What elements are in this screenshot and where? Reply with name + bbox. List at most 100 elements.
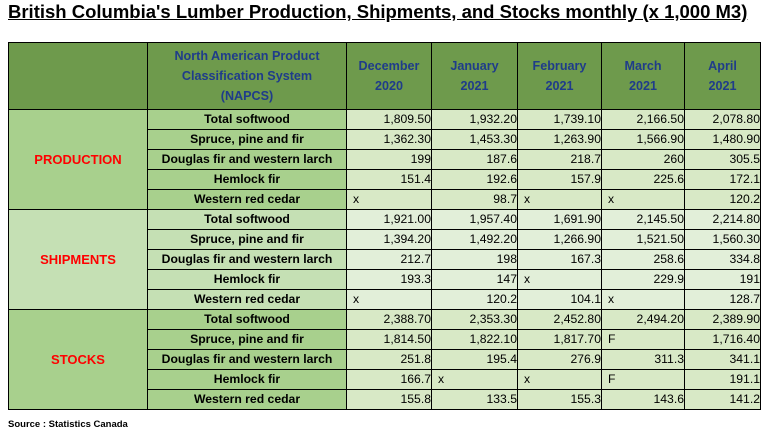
table-cell: 2,145.50 [601,209,685,230]
row-label: Spruce, pine and fir [147,129,347,150]
row-label: Total softwood [147,109,347,130]
table-row: Hemlock fir 166.7 x x F 191.1 [9,369,761,390]
table-cell: 1,560.30 [684,229,761,250]
table-cell: 167.3 [517,249,602,270]
table-cell: 251.8 [346,349,432,370]
table-cell: x [517,189,602,210]
table-cell: x [346,189,432,210]
table-cell: 1,566.90 [601,129,685,150]
table-cell: 2,494.20 [601,309,685,330]
table-cell: 2,388.70 [346,309,432,330]
table-cell: x [601,189,685,210]
table-cell: 1,822.10 [431,329,518,350]
table-cell: 1,492.20 [431,229,518,250]
table-cell: x [431,369,518,390]
table-row: SHIPMENTS Total softwood 1,921.00 1,957.… [8,209,761,310]
table-cell: 2,166.50 [601,109,685,130]
row-label: Spruce, pine and fir [147,229,347,250]
table-cell: F [601,329,685,350]
table-cell: 1,263.90 [517,129,602,150]
table-cell: 1,814.50 [346,329,432,350]
table-cell: x [601,289,685,310]
table-cell: 1,957.40 [431,209,518,230]
header-month: March 2021 [601,42,685,110]
table-row: Hemlock fir 151.4 192.6 157.9 225.6 172.… [9,169,761,190]
table-cell: 128.7 [684,289,761,310]
table-cell: 1,453.30 [431,129,518,150]
table-cell: 147 [431,269,518,290]
table-cell: 260 [601,149,685,170]
table-cell: 1,362.30 [346,129,432,150]
row-label: Spruce, pine and fir [147,329,347,350]
table-cell: 155.3 [517,389,602,410]
row-label: Hemlock fir [147,269,347,290]
row-label: Western red cedar [147,389,347,410]
table-cell: 311.3 [601,349,685,370]
table-row: Spruce, pine and fir 1,362.30 1,453.30 1… [9,129,761,150]
row-label: Western red cedar [147,289,347,310]
table-cell: 1,266.90 [517,229,602,250]
table-cell: 157.9 [517,169,602,190]
table-cell: 276.9 [517,349,602,370]
table-cell: 195.4 [431,349,518,370]
table-row: Spruce, pine and fir 1,394.20 1,492.20 1… [9,229,761,250]
header-month: April 2021 [684,42,761,110]
table-row: Western red cedar x 98.7 x x 120.2 [9,189,761,210]
table-row: Douglas fir and western larch 212.7 198 … [9,249,761,270]
table-cell: 191.1 [684,369,761,390]
table-cell: 1,716.40 [684,329,761,350]
table-row: Douglas fir and western larch 251.8 195.… [9,349,761,370]
source-note: Source : Statistics Canada [8,419,128,430]
section-label: SHIPMENTS [8,209,148,310]
table-cell: 187.6 [431,149,518,170]
table-cell: 1,932.20 [431,109,518,130]
table-cell: 1,691.90 [517,209,602,230]
table-cell: 334.8 [684,249,761,270]
header-month: February 2021 [517,42,602,110]
table-cell: x [346,289,432,310]
table-cell: 1,809.50 [346,109,432,130]
table-cell: 133.5 [431,389,518,410]
table-cell: 151.4 [346,169,432,190]
row-label: Western red cedar [147,189,347,210]
table-cell: 141.2 [684,389,761,410]
table-cell: 2,353.30 [431,309,518,330]
row-label: Douglas fir and western larch [147,349,347,370]
table-row: STOCKS Total softwood 2,388.70 2,353.30 … [8,309,761,410]
table-row: Hemlock fir 193.3 147 x 229.9 191 [9,269,761,290]
table-cell: 199 [346,149,432,170]
table-cell: 341.1 [684,349,761,370]
table-cell: 120.2 [431,289,518,310]
table-cell: 1,817.70 [517,329,602,350]
section-production: PRODUCTION Total softwood 1,809.50 1,932… [8,109,761,210]
row-label: Hemlock fir [147,369,347,390]
table-cell: 104.1 [517,289,602,310]
header-napcs: North American Product Classification Sy… [147,42,347,110]
table-cell: 2,078.80 [684,109,761,130]
lumber-table: North American Product Classification Sy… [8,42,761,410]
table-row: Western red cedar 155.8 133.5 155.3 143.… [9,389,761,410]
table-cell: x [517,269,602,290]
table-row: PRODUCTION Total softwood 1,809.50 1,932… [8,109,761,210]
table-cell: 2,389.90 [684,309,761,330]
table-cell: 1,480.90 [684,129,761,150]
table-row: Spruce, pine and fir 1,814.50 1,822.10 1… [9,329,761,350]
table-cell: 229.9 [601,269,685,290]
table-cell: 143.6 [601,389,685,410]
table-cell: 258.6 [601,249,685,270]
row-label: Hemlock fir [147,169,347,190]
table-cell: 193.3 [346,269,432,290]
row-label: Total softwood [147,209,347,230]
row-label: Douglas fir and western larch [147,149,347,170]
table-cell: 1,921.00 [346,209,432,230]
table-cell: 225.6 [601,169,685,190]
table-cell: 2,452.80 [517,309,602,330]
table-cell: 191 [684,269,761,290]
header-blank [8,42,148,110]
table-cell: 98.7 [431,189,518,210]
table-cell: 2,214.80 [684,209,761,230]
section-stocks: STOCKS Total softwood 2,388.70 2,353.30 … [8,309,761,410]
table-cell: 120.2 [684,189,761,210]
table-cell: 166.7 [346,369,432,390]
row-label: Douglas fir and western larch [147,249,347,270]
